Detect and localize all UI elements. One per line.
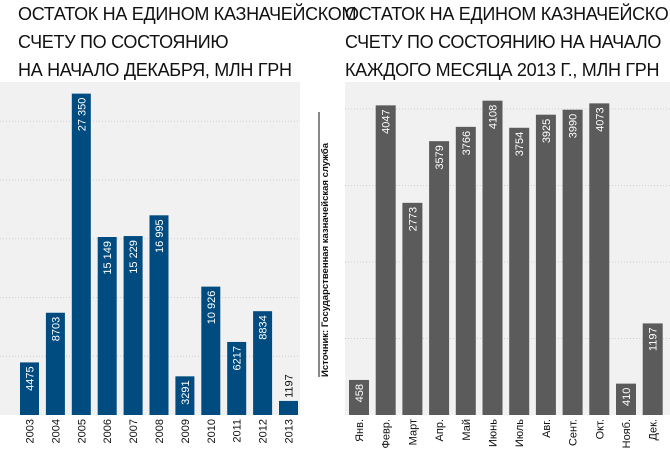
right-title-line-3: КАЖДОГО МЕСЯЦА 2013 Г., МЛН ГРН [345, 60, 659, 80]
right-bar-value-label-8: 3990 [568, 114, 580, 138]
left-title-line-1: ОСТАТОК НА ЕДИНОМ КАЗНАЧЕЙСКОМ [18, 3, 356, 24]
left-bar-value-labels: 4475 8703 27 350 15 149 15 229 16 995 3291 10 9… [25, 98, 296, 405]
left-title-line-3: НА НАЧАЛО ДЕКАБРЯ, МЛН ГРН [18, 60, 292, 80]
left-bar-9 [253, 311, 273, 415]
right-bar-value-label-7: 3925 [541, 119, 553, 143]
left-category-label-4: 2007 [128, 419, 140, 443]
right-bar-7 [535, 114, 556, 415]
left-category-label-5: 2008 [154, 419, 166, 443]
right-category-label-7: Авг. [541, 419, 553, 438]
left-bar-value-label-1: 8703 [50, 317, 62, 341]
left-category-label-6: 2009 [180, 419, 192, 443]
right-bar-value-label-5: 4108 [488, 105, 500, 129]
right-title-line-1: ОСТАТОК НА ЕДИНОМ КАЗНАЧЕЙСКОМ [345, 3, 670, 24]
left-category-label-9: 2012 [258, 419, 270, 443]
right-bar-value-label-4: 3766 [461, 131, 473, 155]
right-bar-5 [482, 100, 503, 415]
left-bar-1 [45, 312, 65, 415]
right-plot-background [345, 82, 670, 415]
right-bar-value-label-2: 2773 [407, 207, 419, 231]
left-bar-value-label-4: 15 229 [128, 240, 140, 274]
right-bar-3 [429, 141, 450, 415]
right-gridlines [345, 108, 670, 339]
left-bar-value-label-3: 15 149 [102, 241, 114, 275]
right-bar-0 [349, 379, 369, 415]
right-chart-title: ОСТАТОК НА ЕДИНОМ КАЗНАЧЕЙСКОМ СЧЕТУ ПО … [345, 3, 670, 80]
left-bar-value-label-0: 4475 [25, 366, 37, 390]
left-bar-value-label-9: 8834 [258, 315, 270, 339]
left-category-label-10: 2013 [284, 419, 296, 443]
source-note: Источник: Государственная казначейская с… [318, 112, 331, 377]
right-bar-4 [455, 126, 476, 415]
right-bar-value-label-10: 410 [621, 388, 633, 406]
left-bar-4 [123, 236, 143, 415]
right-bars [349, 100, 663, 416]
right-bar-2 [402, 202, 423, 415]
right-bar-value-label-3: 3579 [434, 145, 446, 169]
right-category-label-8: Сент. [568, 419, 580, 446]
left-title-line-2: СЧЕТУ ПО СОСТОЯНИЮ [18, 32, 228, 52]
left-bar-value-label-5: 16 995 [154, 219, 166, 253]
right-bar-8 [562, 109, 583, 416]
right-bar-value-label-0: 458 [354, 384, 366, 402]
left-bar-0 [20, 362, 39, 415]
right-category-label-9: Окт. [594, 419, 606, 439]
right-bar-value-label-6: 3754 [514, 132, 526, 156]
right-bar-value-label-9: 4073 [594, 107, 606, 131]
right-category-label-11: Дек. [648, 419, 660, 440]
right-bar-value-labels: 458 4047 2773 3579 3766 4108 3754 3925 3990 4073 4… [354, 105, 660, 406]
right-category-label-6: Июль [514, 419, 526, 447]
right-bar-1 [375, 105, 396, 415]
right-category-label-10: Нояб. [621, 419, 633, 448]
left-bar-value-label-10: 1197 [284, 374, 296, 398]
left-category-label-8: 2011 [232, 419, 244, 443]
left-category-label-2: 2005 [76, 419, 88, 443]
left-bar-3 [97, 236, 117, 415]
left-category-label-3: 2006 [102, 419, 114, 443]
left-bar-5 [149, 215, 169, 415]
left-category-labels: 2003 2004 2005 2006 2007 2008 2009 2010 2011 2012… [25, 419, 296, 443]
right-category-label-3: Апр. [434, 419, 446, 441]
left-bar-value-label-7: 10 926 [206, 291, 218, 325]
left-bar-8 [227, 341, 247, 415]
left-bar-7 [201, 286, 221, 415]
right-category-label-1: Февр. [381, 419, 393, 449]
right-chart-panel: ОСТАТОК НА ЕДИНОМ КАЗНАЧЕЙСКОМ СЧЕТУ ПО … [345, 3, 670, 449]
right-category-label-2: Март [407, 419, 419, 445]
left-category-label-0: 2003 [25, 419, 37, 443]
right-bar-value-label-11: 1197 [648, 327, 660, 351]
right-category-labels: Янв. Февр. Март Апр. Май Июнь Июль Авг. Сент. Окт… [354, 419, 660, 449]
right-bar-10 [616, 383, 636, 415]
left-category-label-7: 2010 [206, 419, 218, 443]
right-bar-value-label-1: 4047 [381, 109, 393, 133]
left-bar-value-label-8: 6217 [232, 346, 244, 370]
left-chart-title: ОСТАТОК НА ЕДИНОМ КАЗНАЧЕЙСКОМ СЧЕТУ ПО … [18, 3, 356, 80]
source-text: Источник: Государственная казначейская с… [320, 142, 331, 377]
right-bar-11 [642, 323, 663, 415]
right-category-label-0: Янв. [354, 419, 366, 442]
right-bar-6 [509, 127, 530, 415]
left-bar-value-label-6: 3291 [180, 380, 192, 404]
left-bar-6 [175, 376, 195, 415]
left-bar-10 [279, 400, 298, 415]
left-category-label-1: 2004 [50, 419, 62, 443]
right-category-label-5: Июнь [488, 419, 500, 447]
left-bars [20, 93, 298, 415]
left-chart-panel: ОСТАТОК НА ЕДИНОМ КАЗНАЧЕЙСКОМ СЧЕТУ ПО … [0, 3, 356, 443]
left-bar-value-label-2: 27 350 [76, 98, 88, 132]
right-category-label-4: Май [461, 419, 473, 441]
left-bar-2 [71, 93, 91, 415]
right-bar-9 [589, 103, 610, 416]
right-title-line-2: СЧЕТУ ПО СОСТОЯНИЮ НА НАЧАЛО [345, 32, 661, 52]
